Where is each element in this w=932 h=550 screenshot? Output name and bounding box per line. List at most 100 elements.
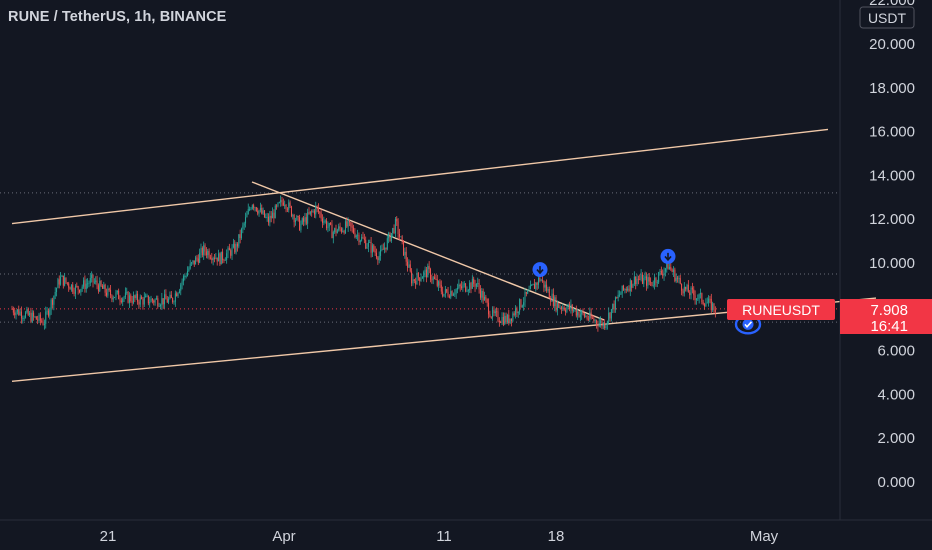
candle-body: [497, 311, 499, 321]
candle-body: [571, 304, 573, 311]
candle-body: [323, 221, 325, 223]
candle-body: [378, 255, 380, 261]
candle-body: [474, 283, 476, 287]
candle-body: [517, 311, 519, 314]
candle-body: [655, 277, 657, 283]
candle-body: [440, 284, 442, 292]
candle-body: [284, 205, 286, 206]
candle-body: [454, 293, 456, 295]
candle-body: [384, 247, 386, 250]
candle-body: [606, 321, 608, 325]
candle-body: [300, 223, 302, 231]
candle-body: [685, 286, 687, 290]
candle-body: [708, 298, 710, 303]
candle-body: [103, 284, 105, 289]
candle-body: [544, 284, 546, 288]
candle-body: [151, 298, 153, 301]
symbol-tag[interactable]: RUNEUSDT: [727, 299, 835, 320]
candle-body: [193, 260, 195, 265]
candle-body: [407, 261, 409, 268]
candle-body: [173, 301, 175, 303]
last-price-label: 7.908 16:41: [840, 299, 932, 335]
candle-body: [462, 284, 464, 289]
candle-body: [420, 278, 422, 282]
candle-body: [593, 318, 595, 321]
candle-body: [134, 295, 136, 299]
candle-body: [172, 298, 174, 303]
time-axis[interactable]: 21 Apr 11 18 May: [100, 528, 779, 545]
candle-body: [282, 202, 284, 206]
candle-body: [324, 220, 326, 222]
candle-body: [292, 215, 294, 217]
candle-body: [392, 227, 394, 234]
candle-body: [690, 287, 692, 296]
candle-body: [552, 293, 554, 307]
candle-body: [320, 213, 322, 219]
candle-body: [423, 271, 425, 278]
candle-body: [575, 309, 577, 316]
candle-body: [674, 269, 676, 282]
candle-body: [331, 224, 333, 239]
currency-box[interactable]: USDT: [859, 6, 915, 29]
candle-body: [139, 297, 141, 305]
candle-body: [280, 199, 282, 203]
candle-body: [666, 261, 668, 269]
candle-body: [297, 216, 299, 218]
candle-body: [594, 320, 596, 322]
trendline[interactable]: [251, 181, 605, 321]
candle-body: [373, 245, 375, 251]
candle-body: [403, 240, 404, 256]
candle-body: [62, 275, 64, 286]
candle-body: [336, 230, 338, 234]
candle-body: [181, 281, 183, 285]
candle-body: [609, 312, 611, 319]
candle-body: [250, 208, 252, 210]
trendline[interactable]: [11, 128, 829, 225]
candle-body: [465, 283, 467, 292]
candle-body: [633, 276, 635, 285]
candle-body: [631, 280, 633, 288]
candle-body: [106, 292, 107, 296]
candle-body: [605, 324, 607, 329]
trendlines[interactable]: [11, 128, 877, 382]
candle-body: [41, 320, 43, 322]
candle-body: [338, 226, 340, 231]
candle-body: [187, 271, 188, 277]
candle-body: [259, 207, 261, 211]
candle-body: [27, 309, 29, 316]
candle-body: [242, 225, 244, 229]
candle-body: [192, 260, 194, 263]
candle-body: [583, 313, 585, 317]
candle-body: [196, 257, 198, 259]
candle-body: [660, 270, 662, 274]
candle-body: [104, 284, 106, 293]
candle-body: [404, 251, 406, 256]
candle-body: [502, 316, 504, 325]
candle-body: [582, 310, 584, 314]
candle-body: [110, 289, 112, 296]
candle-body: [73, 291, 75, 294]
candle-body: [91, 274, 93, 278]
down-arrow-marker-icon[interactable]: [532, 262, 548, 278]
candle-body: [88, 283, 90, 285]
candle-body: [436, 279, 438, 286]
candle-body: [268, 216, 269, 223]
candle-body: [648, 277, 650, 282]
candle-body: [288, 202, 290, 210]
candle-body: [592, 317, 593, 319]
candle-body: [663, 271, 665, 276]
annotation-markers[interactable]: [532, 248, 762, 335]
down-arrow-marker-icon[interactable]: [660, 248, 676, 264]
candle-body: [393, 227, 395, 234]
candle-body: [516, 308, 518, 314]
candle-body: [610, 309, 612, 319]
price-axis[interactable]: 22.000 20.000 18.000 16.000 14.000 12.000 10.0…: [869, 0, 915, 491]
candle-body: [116, 290, 118, 293]
candle-body: [232, 243, 234, 248]
candle-body: [273, 212, 275, 219]
candle-body: [281, 199, 283, 203]
candle-body: [459, 284, 461, 287]
candle-body: [142, 298, 144, 305]
candle-body: [74, 286, 76, 294]
